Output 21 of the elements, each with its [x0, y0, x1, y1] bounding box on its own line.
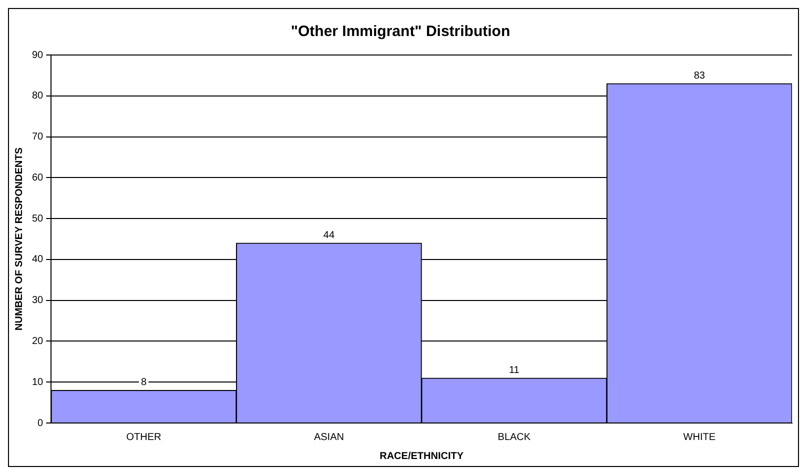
chart-title: "Other Immigrant" Distribution: [290, 23, 510, 40]
data-label: 11: [508, 364, 520, 376]
y-axis-title: NUMBER OF SURVEY RESPONDENTS: [14, 147, 25, 330]
x-axis-title: RACE/ETHNICITY: [380, 450, 464, 462]
y-tick-label: 50: [32, 213, 44, 224]
y-tick-label: 20: [32, 336, 44, 347]
data-label: 83: [694, 70, 706, 82]
y-tick-label: 0: [38, 418, 44, 429]
y-tick-label: 10: [32, 376, 44, 388]
data-label: 44: [323, 230, 335, 241]
y-tick-label: 90: [32, 50, 44, 61]
y-tick-label: 60: [32, 172, 44, 184]
y-tick-label: 80: [32, 90, 44, 102]
x-tick-label: ASIAN: [314, 432, 344, 443]
x-tick-label: BLACK: [498, 432, 531, 443]
x-tick-label: WHITE: [683, 432, 716, 443]
data-label: 8: [140, 377, 147, 388]
y-tick-label: 30: [32, 295, 44, 306]
y-tick-label: 70: [32, 132, 44, 143]
x-tick-label: OTHER: [126, 432, 162, 443]
y-tick-label: 40: [32, 254, 44, 266]
